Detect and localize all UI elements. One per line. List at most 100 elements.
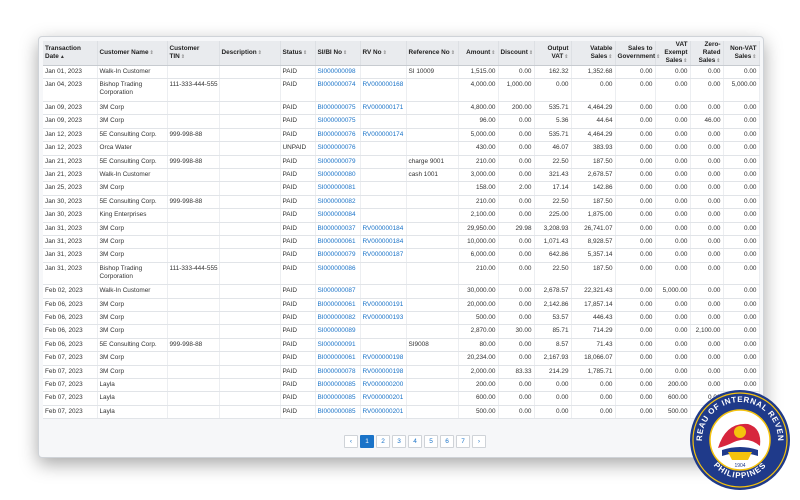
column-header-discount[interactable]: Discount⇕	[498, 41, 535, 66]
table-row[interactable]: Jan 30, 2023 King Enterprises PAID SI000000…	[43, 208, 760, 223]
cell-si-bi-no[interactable]: BI000000076	[315, 128, 361, 143]
cell-si-bi-no[interactable]: BI000000061	[315, 298, 361, 313]
table-row[interactable]: Feb 07, 2023 3M Corp PAID BI000000078 RV0000…	[43, 365, 760, 380]
column-header-customer-tin[interactable]: Customer TIN⇕	[167, 41, 220, 66]
table-row[interactable]: Jan 09, 2023 3M Corp PAID BI000000075 RV0000…	[43, 101, 760, 116]
column-header-reference-no[interactable]: Reference No⇕	[406, 41, 459, 66]
pagination-page-3[interactable]: 3	[392, 435, 406, 448]
cell-rv-no[interactable]: RV000000201	[360, 405, 407, 420]
cell-rv-no[interactable]: RV000000171	[360, 101, 407, 116]
cell-rv-no[interactable]: RV000000184	[360, 235, 407, 250]
sort-icon[interactable]: ⇕	[450, 50, 455, 56]
cell-si-bi-no[interactable]: BI000000085	[315, 391, 361, 406]
table-row[interactable]: Feb 07, 2023 Layla PAID BI000000085 RV000000…	[43, 378, 760, 393]
pagination-prev-button[interactable]: ‹	[344, 435, 358, 448]
table-row[interactable]: Feb 07, 2023 Layla PAID BI000000085 RV000000…	[43, 391, 760, 406]
pagination-page-6[interactable]: 6	[440, 435, 454, 448]
cell-si-bi-no[interactable]: SI000000080	[315, 168, 361, 183]
table-row[interactable]: Feb 06, 2023 5E Consulting Corp. 999-998-8…	[43, 338, 760, 353]
cell-si-bi-no[interactable]: BI000000085	[315, 378, 361, 393]
table-row[interactable]: Feb 06, 2023 3M Corp PAID SI000000089 2,870.…	[43, 324, 760, 339]
sort-icon[interactable]: ⇕	[382, 50, 387, 56]
table-row[interactable]: Jan 30, 2023 5E Consulting Corp. 999-998-8…	[43, 195, 760, 210]
column-header-transaction-date[interactable]: Transaction Date▲	[43, 41, 98, 66]
sort-icon[interactable]: ⇕	[608, 54, 613, 60]
column-header-vat-exempt-sales[interactable]: VAT Exempt Sales⇕	[655, 41, 691, 66]
cell-si-bi-no[interactable]: SI000000079	[315, 155, 361, 169]
cell-si-bi-no[interactable]: BI000000061	[315, 235, 361, 250]
cell-rv-no[interactable]: RV000000184	[360, 222, 407, 236]
table-row[interactable]: Jan 31, 2023 3M Corp PAID BI000000037 RV0000…	[43, 222, 760, 236]
column-header-si-bi-no[interactable]: SI/BI No⇕	[315, 41, 361, 66]
sort-icon[interactable]: ⇕	[149, 50, 154, 56]
column-header-customer-name[interactable]: Customer Name⇕	[97, 41, 168, 66]
table-row[interactable]: Jan 12, 2023 5E Consulting Corp. 999-998-8…	[43, 128, 760, 143]
pagination-page-1[interactable]: 1	[360, 435, 374, 448]
table-row[interactable]: Jan 09, 2023 3M Corp PAID SI000000075 96.00 0…	[43, 114, 760, 129]
sort-icon[interactable]: ⇕	[303, 50, 308, 56]
cell-si-bi-no[interactable]: BI000000082	[315, 311, 361, 326]
cell-rv-no[interactable]: RV000000198	[360, 365, 407, 380]
cell-si-bi-no[interactable]: BI000000079	[315, 248, 361, 263]
pagination-page-5[interactable]: 5	[424, 435, 438, 448]
column-header-non-vat-sales[interactable]: Non-VAT Sales⇕	[723, 41, 760, 66]
sort-icon[interactable]: ⇕	[257, 50, 262, 56]
cell-si-bi-no[interactable]: SI000000084	[315, 208, 361, 223]
table-row[interactable]: Jan 31, 2023 3M Corp PAID BI000000079 RV0000…	[43, 248, 760, 263]
cell-rv-no[interactable]: RV000000200	[360, 378, 407, 393]
table-row[interactable]: Feb 07, 2023 Layla PAID BI000000085 RV000000…	[43, 405, 760, 420]
cell-si-bi-no[interactable]: SI000000082	[315, 195, 361, 210]
cell-rv-no[interactable]: RV000000193	[360, 311, 407, 326]
cell-si-bi-no[interactable]: SI000000091	[315, 338, 361, 353]
cell-rv-no[interactable]: RV000000174	[360, 128, 407, 143]
sort-icon[interactable]: ⇕	[528, 50, 534, 56]
cell-si-bi-no[interactable]: BI000000078	[315, 365, 361, 380]
table-row[interactable]: Jan 31, 2023 3M Corp PAID BI000000061 RV0000…	[43, 235, 760, 250]
sort-icon[interactable]: ⇕	[752, 54, 757, 60]
table-row[interactable]: Jan 21, 2023 5E Consulting Corp. 999-998-8…	[43, 155, 760, 169]
cell-si-bi-no[interactable]: SI000000075	[315, 114, 361, 129]
cell-si-bi-no[interactable]: SI000000081	[315, 181, 361, 196]
cell-si-bi-no[interactable]: BI000000074	[315, 78, 361, 102]
cell-si-bi-no[interactable]: SI000000086	[315, 262, 361, 286]
table-row[interactable]: Feb 06, 2023 3M Corp PAID BI000000082 RV0000…	[43, 311, 760, 326]
column-header-description[interactable]: Description⇕	[219, 41, 281, 66]
column-header-output-vat[interactable]: Output VAT⇕	[534, 41, 572, 66]
cell-si-bi-no[interactable]: BI000000085	[315, 405, 361, 420]
sort-icon[interactable]: ⇕	[343, 50, 348, 56]
column-header-sales-to-government[interactable]: Sales to Government⇕	[615, 41, 660, 66]
sort-icon[interactable]: ⇕	[683, 58, 688, 64]
sort-icon[interactable]: ⇕	[180, 54, 185, 60]
cell-si-bi-no[interactable]: SI000000089	[315, 324, 361, 339]
cell-si-bi-no[interactable]: BI000000075	[315, 101, 361, 116]
cell-si-bi-no[interactable]: SI000000098	[315, 65, 361, 80]
column-header-amount[interactable]: Amount⇕	[458, 41, 499, 66]
cell-rv-no[interactable]: RV000000168	[360, 78, 407, 102]
table-row[interactable]: Feb 06, 2023 3M Corp PAID BI000000061 RV0000…	[43, 298, 760, 313]
cell-rv-no[interactable]: RV000000198	[360, 351, 407, 366]
cell-rv-no[interactable]: RV000000201	[360, 391, 407, 406]
column-header-zero-rated-sales[interactable]: Zero-Rated Sales⇕	[690, 41, 724, 66]
column-header-rv-no[interactable]: RV No⇕	[360, 41, 407, 66]
table-row[interactable]: Feb 02, 2023 Walk-In Customer PAID SI000000…	[43, 284, 760, 299]
table-row[interactable]: Jan 04, 2023 Bishop Trading Corporation 11…	[43, 78, 760, 102]
cell-si-bi-no[interactable]: BI000000037	[315, 222, 361, 236]
sort-icon[interactable]: ⇕	[656, 54, 661, 60]
cell-si-bi-no[interactable]: BI000000061	[315, 351, 361, 366]
pagination-next-button[interactable]: ›	[472, 435, 486, 448]
table-row[interactable]: Jan 31, 2023 Bishop Trading Corporation 11…	[43, 262, 760, 286]
pagination-page-2[interactable]: 2	[376, 435, 390, 448]
sort-icon[interactable]: ⇕	[716, 58, 721, 64]
column-header-vatable-sales[interactable]: Vatable Sales⇕	[571, 41, 616, 66]
pagination-page-7[interactable]: 7	[456, 435, 470, 448]
table-row[interactable]: Jan 01, 2023 Walk-In Customer PAID SI000000…	[43, 65, 760, 80]
sort-icon[interactable]: ⇕	[491, 50, 496, 56]
table-row[interactable]: Jan 21, 2023 Walk-In Customer PAID SI000000…	[43, 168, 760, 183]
cell-si-bi-no[interactable]: SI000000076	[315, 141, 361, 156]
cell-rv-no[interactable]: RV000000187	[360, 248, 407, 263]
table-row[interactable]: Jan 12, 2023 Orca Water UNPAID SI000000076 4…	[43, 141, 760, 156]
cell-rv-no[interactable]: RV000000191	[360, 298, 407, 313]
pagination-page-4[interactable]: 4	[408, 435, 422, 448]
cell-si-bi-no[interactable]: SI000000087	[315, 284, 361, 299]
table-row[interactable]: Jan 25, 2023 3M Corp PAID SI000000081 158.00…	[43, 181, 760, 196]
